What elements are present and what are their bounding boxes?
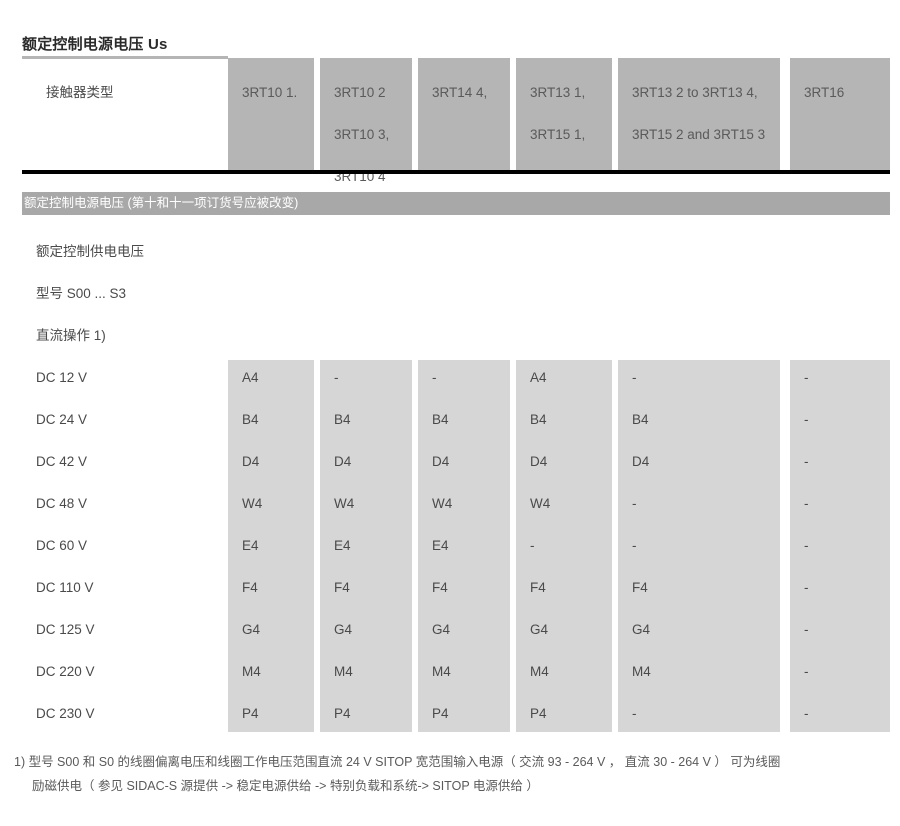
table-cell: B4: [242, 412, 259, 427]
table-cell: D4: [334, 454, 352, 469]
header-cell-line: 3RT10 2: [334, 85, 386, 100]
header-bottom-rule: [22, 170, 890, 174]
section-band-label: 额定控制电源电压 (第十和十一项订货号应被改变): [24, 196, 299, 210]
header-cell-line: 3RT10 3,: [334, 127, 390, 142]
data-column: [228, 360, 314, 732]
header-cell-line: 3RT16: [804, 85, 845, 100]
table-cell: -: [804, 664, 809, 679]
table-cell: B4: [334, 412, 351, 427]
table-cell: -: [804, 706, 809, 721]
table-row-label: DC 48 V: [36, 496, 88, 511]
data-column: [790, 360, 890, 732]
table-cell: A4: [530, 370, 547, 385]
table-cell: -: [804, 370, 809, 385]
sub-label: 额定控制供电电压: [36, 244, 144, 259]
table-cell: G4: [530, 622, 549, 637]
table-row-label: DC 42 V: [36, 454, 88, 469]
header-cell-line: 3RT15 1,: [530, 127, 586, 142]
table-cell: F4: [334, 580, 350, 595]
table-cell: -: [334, 370, 339, 385]
table-cell: -: [632, 496, 637, 511]
table-cell: B4: [632, 412, 649, 427]
table-cell: W4: [334, 496, 355, 511]
data-column: [516, 360, 612, 732]
contactor-type-header-table: 接触器类型 3RT10 1. 3RT10 2 3RT10 3, 3RT10 4 3RT14…: [22, 58, 890, 184]
header-cell: 3RT10 2 3RT10 3, 3RT10 4: [320, 58, 412, 184]
table-cell: M4: [242, 664, 261, 679]
table-row-label: DC 12 V: [36, 370, 88, 385]
table-cell: F4: [530, 580, 546, 595]
table-cell: E4: [242, 538, 259, 553]
sub-label: 直流操作 1): [36, 328, 106, 343]
header-cell: 3RT14 4,: [418, 58, 510, 170]
table-row-label: DC 230 V: [36, 706, 95, 721]
table-cell: M4: [334, 664, 353, 679]
footnote: 1) 型号 S00 和 S0 的线圈偏离电压和线圈工作电压范围直流 24 V S…: [14, 750, 890, 798]
table-cell: D4: [530, 454, 548, 469]
header-cell-line: 3RT13 1,: [530, 85, 586, 100]
table-cell: M4: [632, 664, 651, 679]
table-row-label: DC 220 V: [36, 664, 95, 679]
header-cell: 3RT16: [790, 58, 890, 170]
table-cell: D4: [632, 454, 650, 469]
table-cell: -: [632, 706, 637, 721]
table-cell: B4: [530, 412, 547, 427]
table-cell: -: [804, 412, 809, 427]
table-cell: -: [530, 538, 535, 553]
table-cell: F4: [632, 580, 648, 595]
table-cell: -: [632, 538, 637, 553]
data-column: [320, 360, 412, 732]
table-cell: M4: [432, 664, 451, 679]
table-cell: G4: [334, 622, 353, 637]
table-cell: W4: [530, 496, 551, 511]
header-row-label: 接触器类型: [22, 58, 226, 170]
table-row-label: DC 110 V: [36, 580, 94, 595]
table-cell: G4: [632, 622, 651, 637]
table-cell: B4: [432, 412, 449, 427]
table-cell: P4: [242, 706, 259, 721]
table-cell: P4: [334, 706, 351, 721]
table-cell: W4: [432, 496, 453, 511]
page-title: 额定控制电源电压 Us: [22, 36, 168, 53]
table-cell: F4: [432, 580, 448, 595]
header-row-label-text: 接触器类型: [46, 85, 114, 100]
footnote-line-1: 1) 型号 S00 和 S0 的线圈偏离电压和线圈工作电压范围直流 24 V S…: [14, 755, 781, 769]
table-cell: M4: [530, 664, 549, 679]
table-cell: E4: [432, 538, 449, 553]
section-band: [22, 192, 890, 215]
table-cell: G4: [242, 622, 261, 637]
title-underline: [22, 56, 228, 59]
table-cell: G4: [432, 622, 451, 637]
header-cell: 3RT10 1.: [228, 58, 314, 170]
header-cell: 3RT13 2 to 3RT13 4, 3RT15 2 and 3RT15 3: [618, 58, 780, 170]
table-cell: F4: [242, 580, 258, 595]
header-cell-line: 3RT13 2 to 3RT13 4,: [632, 85, 758, 100]
table-cell: -: [804, 580, 809, 595]
data-column: [618, 360, 780, 732]
header-cell-line: 3RT14 4,: [432, 85, 488, 100]
table-cell: D4: [242, 454, 260, 469]
header-cell: 3RT13 1, 3RT15 1,: [516, 58, 612, 170]
table-cell: P4: [432, 706, 449, 721]
table-cell: -: [804, 496, 809, 511]
table-row-label: DC 125 V: [36, 622, 95, 637]
table-cell: A4: [242, 370, 259, 385]
table-cell: W4: [242, 496, 263, 511]
header-cell-line: 3RT10 1.: [242, 85, 298, 100]
table-cell: -: [804, 538, 809, 553]
table-cell: D4: [432, 454, 450, 469]
table-cell: -: [804, 622, 809, 637]
table-cell: -: [632, 370, 637, 385]
table-row-label: DC 60 V: [36, 538, 88, 553]
footnote-line-2: 励磁供电（ 参见 SIDAC-S 源提供 -> 稳定电源供给 -> 特别负载和系…: [32, 779, 539, 793]
table-cell: E4: [334, 538, 351, 553]
data-column: [418, 360, 510, 732]
table-cell: P4: [530, 706, 547, 721]
table-cell: -: [432, 370, 437, 385]
table-cell: -: [804, 454, 809, 469]
sub-label: 型号 S00 ... S3: [36, 286, 127, 301]
table-row-label: DC 24 V: [36, 412, 88, 427]
header-cell-line: 3RT15 2 and 3RT15 3: [632, 127, 766, 142]
